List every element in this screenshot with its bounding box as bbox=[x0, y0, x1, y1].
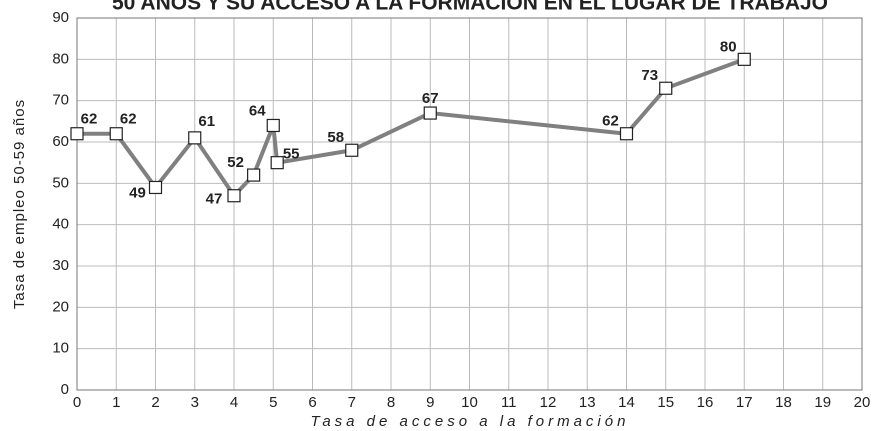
data-label: 62 bbox=[602, 113, 619, 130]
x-tick-label: 16 bbox=[697, 394, 714, 411]
x-tick-label: 0 bbox=[73, 394, 81, 411]
y-tick-label: 20 bbox=[52, 298, 69, 315]
x-tick-label: 13 bbox=[579, 394, 596, 411]
x-tick-label: 11 bbox=[501, 394, 517, 411]
x-tick-label: 4 bbox=[230, 394, 238, 411]
marker bbox=[247, 168, 261, 182]
y-axis-label: Tasa de empleo 50-59 años bbox=[11, 99, 28, 309]
marker bbox=[619, 127, 634, 141]
data-label: 62 bbox=[120, 111, 137, 128]
x-tick-label: 1 bbox=[112, 394, 120, 411]
marker bbox=[109, 127, 123, 141]
x-tick-label: 6 bbox=[308, 394, 316, 411]
x-tick-label: 15 bbox=[657, 394, 674, 411]
data-label: 73 bbox=[641, 67, 658, 84]
x-tick-label: 10 bbox=[461, 394, 478, 411]
marker bbox=[188, 131, 202, 145]
data-label: 58 bbox=[327, 129, 344, 146]
y-tick-label: 0 bbox=[61, 381, 69, 398]
y-tick-label: 10 bbox=[52, 340, 69, 357]
data-label: 80 bbox=[720, 38, 737, 55]
y-tick-label: 50 bbox=[52, 174, 69, 191]
y-tick-label: 30 bbox=[52, 257, 69, 274]
marker bbox=[270, 156, 284, 170]
y-tick-label: 70 bbox=[52, 92, 69, 109]
x-tick-label: 19 bbox=[814, 394, 831, 411]
chart-title: 50 AÑOS Y SU ACCESO A LA FORMACIÓN EN EL… bbox=[112, 0, 828, 15]
data-label: 52 bbox=[227, 154, 244, 171]
x-tick-label: 9 bbox=[426, 394, 434, 411]
x-tick-label: 8 bbox=[387, 394, 395, 411]
x-tick-label: 17 bbox=[736, 394, 753, 411]
data-label: 47 bbox=[206, 191, 223, 208]
x-tick-label: 20 bbox=[854, 394, 871, 411]
marker bbox=[659, 81, 673, 95]
plot-border bbox=[76, 17, 863, 391]
y-tick-label: 60 bbox=[52, 133, 69, 150]
x-tick-label: 18 bbox=[775, 394, 792, 411]
x-tick-label: 14 bbox=[618, 394, 635, 411]
data-label: 62 bbox=[81, 111, 98, 128]
x-tick-label: 12 bbox=[540, 394, 557, 411]
marker bbox=[423, 106, 437, 120]
marker bbox=[70, 127, 84, 141]
y-tick-label: 80 bbox=[52, 50, 69, 67]
x-tick-label: 5 bbox=[269, 394, 277, 411]
marker bbox=[148, 180, 163, 195]
data-label: 49 bbox=[129, 184, 146, 201]
x-axis-label: Tasa de acceso a la formación bbox=[311, 413, 630, 430]
marker bbox=[227, 189, 241, 203]
x-tick-label: 2 bbox=[151, 394, 159, 411]
data-label: 55 bbox=[283, 146, 300, 163]
y-tick-label: 40 bbox=[52, 216, 69, 233]
data-label: 61 bbox=[198, 113, 215, 130]
data-label: 64 bbox=[249, 102, 266, 119]
marker bbox=[737, 52, 751, 66]
marker bbox=[345, 143, 359, 157]
x-tick-label: 3 bbox=[191, 394, 199, 411]
x-tick-label: 7 bbox=[348, 394, 356, 411]
y-tick-label: 90 bbox=[52, 9, 69, 26]
data-label: 67 bbox=[422, 90, 439, 107]
marker bbox=[266, 118, 280, 133]
